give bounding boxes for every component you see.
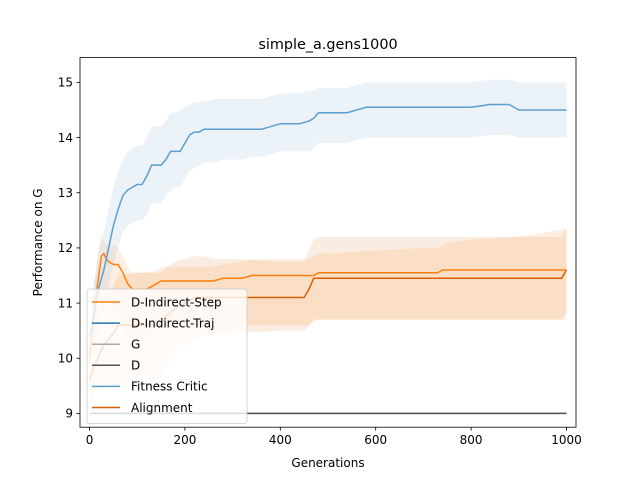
x-tick-label: 1000 xyxy=(551,433,582,447)
x-tick-label: 600 xyxy=(364,433,387,447)
x-tick-label: 200 xyxy=(173,433,196,447)
legend-label-alignment: Alignment xyxy=(131,401,193,415)
y-tick-label: 15 xyxy=(58,76,73,90)
y-axis-label: Performance on G xyxy=(31,188,45,296)
chart-title: simple_a.gens1000 xyxy=(258,37,397,53)
legend-label-g: G xyxy=(131,338,140,352)
legend-label-d-indirect-step: D-Indirect-Step xyxy=(131,295,222,309)
legend-label-d: D xyxy=(131,359,140,373)
legend-box xyxy=(86,288,248,425)
d-indirect-step-line xyxy=(88,252,567,359)
y-tick-label: 11 xyxy=(58,296,73,310)
y-tick-label: 13 xyxy=(58,186,73,200)
y-tick-label: 14 xyxy=(58,131,73,145)
x-tick-label: 800 xyxy=(460,433,483,447)
y-tick-label: 9 xyxy=(65,407,73,421)
y-tick-label: 10 xyxy=(58,352,73,366)
x-axis-label: Generations xyxy=(291,456,364,470)
fitness-critic-band xyxy=(89,79,567,364)
legend-label-fitness-critic: Fitness Critic xyxy=(131,380,208,394)
y-tick-label: 12 xyxy=(58,241,73,255)
alignment-band xyxy=(89,228,567,403)
x-axis-ticks: 0 200 400 600 800 1000 xyxy=(86,427,582,447)
fitness-critic-line xyxy=(88,103,567,337)
legend-label-d-indirect-traj: D-Indirect-Traj xyxy=(131,316,214,330)
x-tick-label: 0 xyxy=(86,433,94,447)
x-tick-label: 400 xyxy=(269,433,292,447)
y-axis-ticks: 9 10 11 12 13 14 15 xyxy=(58,76,80,421)
plot-frame xyxy=(79,57,577,428)
legend: D-Indirect-Step D-Indirect-Traj GD Fitness … xyxy=(86,288,248,425)
